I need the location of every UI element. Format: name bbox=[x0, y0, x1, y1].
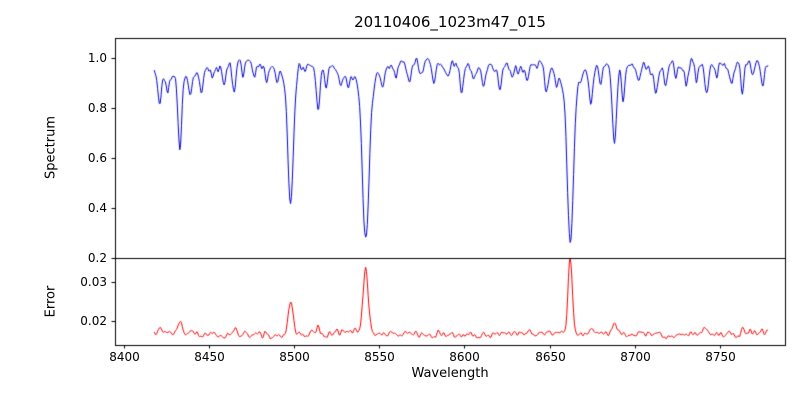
x-tick-label: 8450 bbox=[194, 350, 225, 364]
spectrum-y-axis-label: Spectrum bbox=[43, 116, 59, 179]
y-tick-label: 0.6 bbox=[87, 150, 107, 165]
y-tick-label: 0.2 bbox=[87, 250, 107, 265]
chart-title: 20110406_1023m47_015 bbox=[354, 13, 546, 31]
x-tick-label: 8600 bbox=[449, 350, 480, 364]
x-tick-label: 8650 bbox=[535, 350, 566, 364]
y-tick-label: 0.02 bbox=[80, 313, 107, 328]
y-tick-label: 1.0 bbox=[87, 50, 107, 65]
y-tick-label: 0.8 bbox=[87, 100, 107, 115]
y-tick-label: 0.4 bbox=[87, 200, 107, 215]
x-tick-label: 8400 bbox=[109, 350, 140, 364]
x-axis-label: Wavelength bbox=[411, 366, 489, 381]
x-tick-label: 8700 bbox=[620, 350, 651, 364]
x-tick-label: 8500 bbox=[279, 350, 310, 364]
x-tick-label: 8550 bbox=[364, 350, 395, 364]
x-tick-label: 8750 bbox=[705, 350, 736, 364]
y-tick-label: 0.03 bbox=[80, 274, 107, 289]
